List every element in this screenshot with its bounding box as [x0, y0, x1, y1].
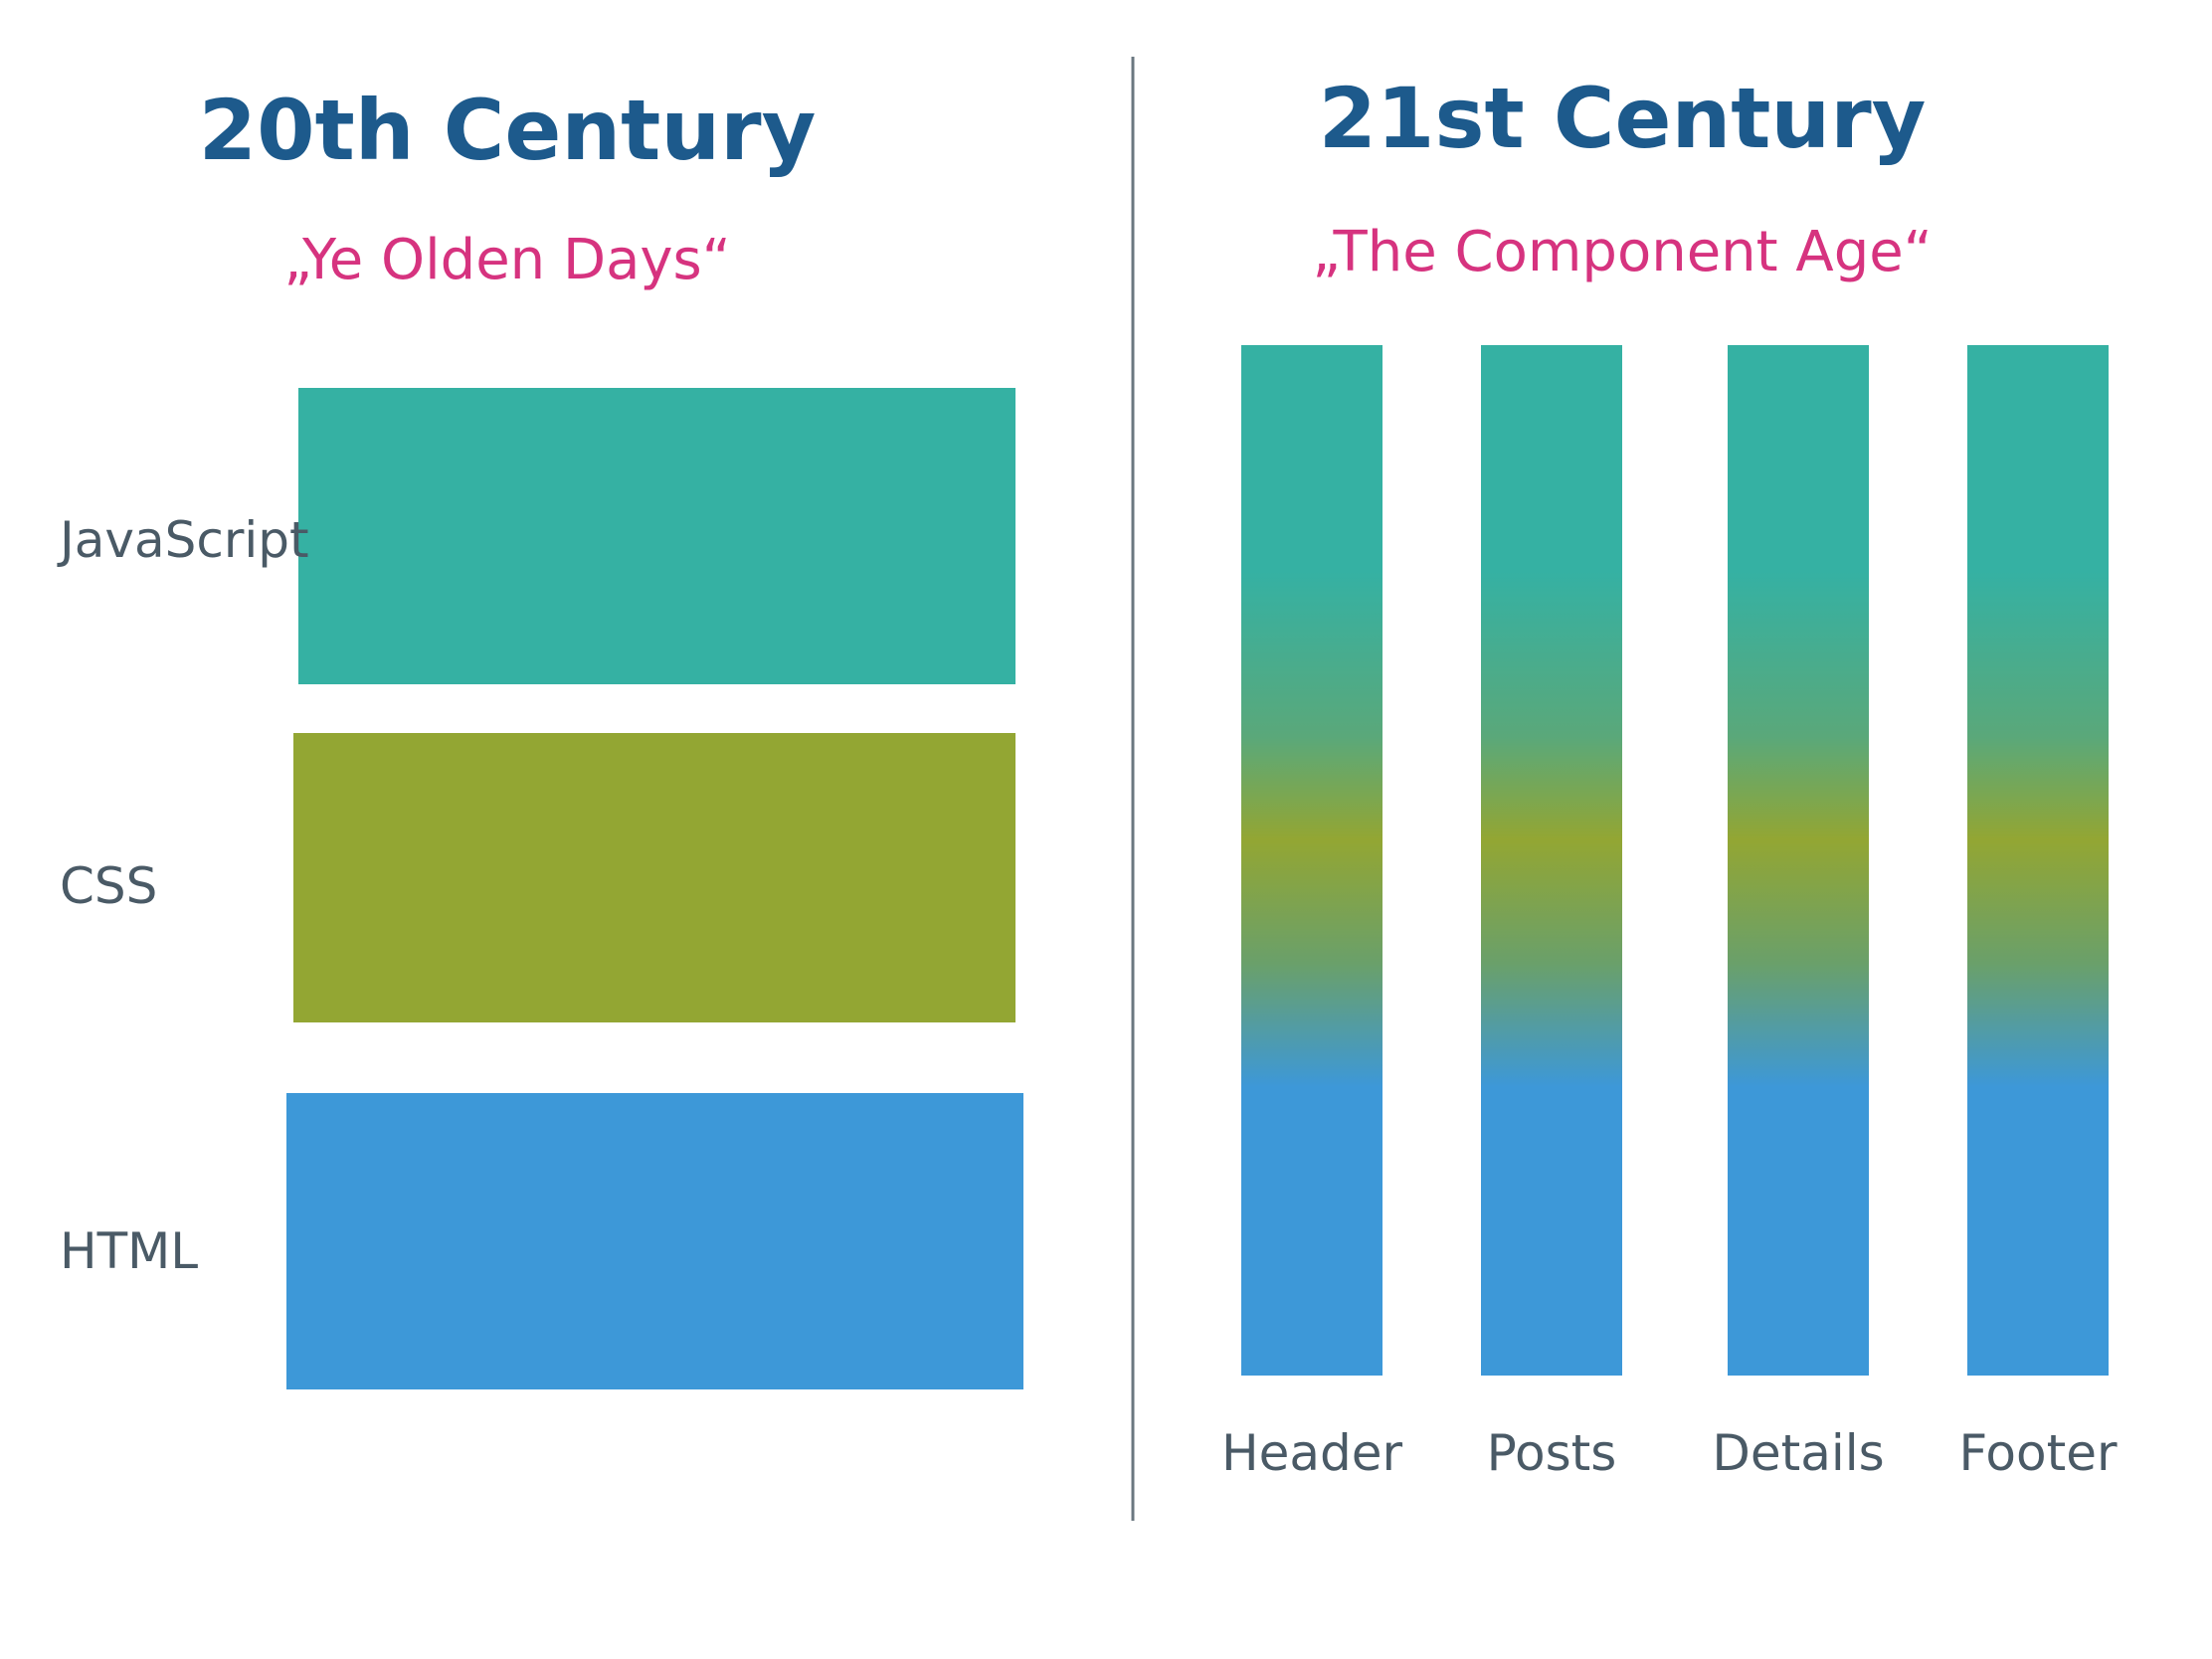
right-title: 21st Century [1319, 70, 1927, 167]
layer-label: HTML [60, 1222, 198, 1280]
left-subtitle: „Ye Olden Days“ [283, 228, 730, 292]
layer-label: JavaScript [57, 511, 309, 569]
component-column [1728, 345, 1869, 1376]
column-label: Footer [1958, 1424, 2118, 1482]
right-subtitle: „The Component Age“ [1312, 220, 1933, 284]
layer-bar [293, 733, 1015, 1022]
component-column [1481, 345, 1622, 1376]
left-title: 20th Century [199, 82, 817, 179]
component-column [1241, 345, 1382, 1376]
layer-bar [286, 1093, 1023, 1389]
layer-bar [298, 388, 1015, 684]
layer-label: CSS [60, 857, 157, 915]
column-label: Posts [1487, 1424, 1617, 1482]
column-label: Details [1712, 1424, 1884, 1482]
component-column [1967, 345, 2109, 1376]
column-label: Header [1221, 1424, 1402, 1482]
